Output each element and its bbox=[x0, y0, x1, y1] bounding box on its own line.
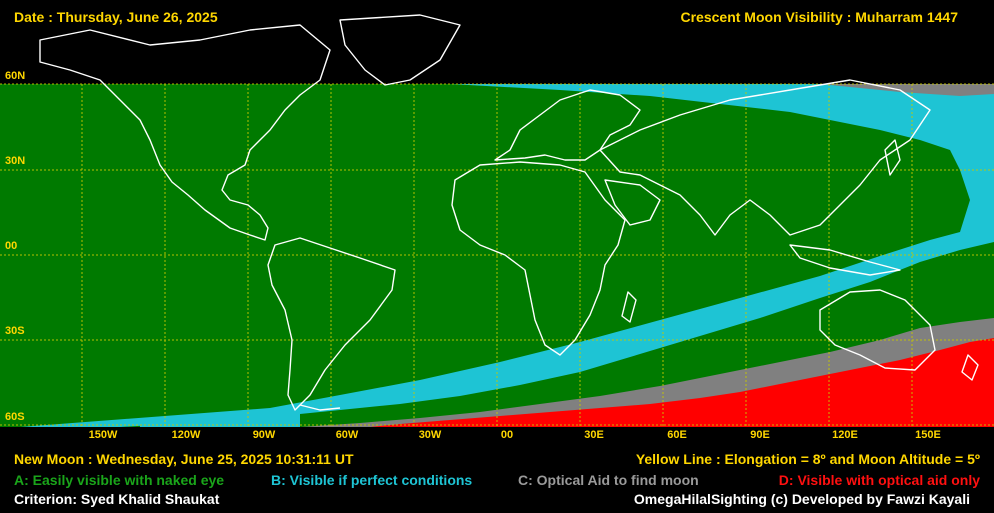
map-title: Crescent Moon Visibility : Muharram 1447 bbox=[680, 9, 959, 25]
coast-indonesia bbox=[789, 244, 901, 276]
coast-europe bbox=[494, 89, 641, 161]
legend-c: C: Optical Aid to find moon bbox=[518, 472, 699, 488]
lat-label-60s: 60S bbox=[5, 411, 25, 423]
lon-label-90e: 90E bbox=[750, 429, 770, 441]
coast-madagascar bbox=[621, 291, 637, 323]
coast-africa bbox=[451, 161, 626, 356]
zone-cyan-sliver-bottom-left bbox=[140, 405, 300, 427]
coast-australia bbox=[819, 289, 936, 371]
zone-d-region bbox=[370, 338, 994, 427]
criterion-label: Criterion: Syed Khalid Shaukat bbox=[14, 491, 220, 507]
legend-b: B: Visible if perfect conditions bbox=[271, 472, 473, 488]
grid-lines bbox=[0, 83, 994, 427]
date-label: Date : Thursday, June 26, 2025 bbox=[14, 9, 218, 25]
lat-label-30n: 30N bbox=[5, 155, 26, 167]
lon-label-30w: 30W bbox=[418, 429, 442, 441]
lat-label-30s: 30S bbox=[5, 325, 25, 337]
coast-north-america bbox=[39, 24, 331, 241]
zone-c-top-region bbox=[820, 84, 994, 96]
coastlines bbox=[39, 14, 979, 411]
coast-new-zealand bbox=[961, 354, 979, 381]
lon-label-120e: 120E bbox=[832, 429, 858, 441]
lon-label-00: 00 bbox=[500, 429, 514, 441]
lon-label-120w: 120W bbox=[171, 429, 201, 441]
lon-label-60w: 60W bbox=[335, 429, 359, 441]
credit-label: OmegaHilalSighting (c) Developed by Fawz… bbox=[633, 491, 970, 507]
yellow-line-label: Yellow Line : Elongation = 8º and Moon A… bbox=[635, 451, 980, 467]
zone-not-visible-bottom bbox=[0, 427, 994, 513]
legend-d: D: Visible with optical aid only bbox=[778, 472, 980, 488]
lat-label-60n: 60N bbox=[5, 70, 26, 82]
lon-label-150w: 150W bbox=[88, 429, 118, 441]
zone-not-visible-top bbox=[0, 0, 994, 84]
coast-asia bbox=[599, 79, 931, 236]
coast-japan bbox=[884, 139, 901, 176]
coast-greenland bbox=[339, 14, 461, 86]
coast-south-fragment bbox=[299, 404, 341, 411]
coast-south-america bbox=[267, 237, 396, 411]
lon-label-90w: 90W bbox=[252, 429, 276, 441]
lon-label-150e: 150E bbox=[915, 429, 941, 441]
new-moon-label: New Moon : Wednesday, June 25, 2025 10:3… bbox=[14, 451, 354, 467]
legend-a: A: Easily visible with naked eye bbox=[14, 472, 225, 488]
lat-label-00: 00 bbox=[5, 240, 18, 252]
zone-b-region bbox=[20, 84, 994, 427]
lon-label-30e: 30E bbox=[584, 429, 604, 441]
coast-arabia bbox=[604, 179, 661, 226]
lon-label-60e: 60E bbox=[667, 429, 687, 441]
